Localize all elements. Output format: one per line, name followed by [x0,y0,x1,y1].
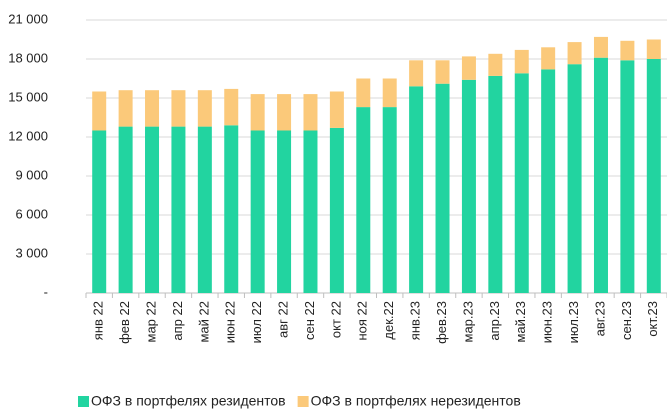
y-tick-label: 18 000 [8,50,48,65]
x-tick-label: май.23 [513,301,528,343]
x-tick-label: янв 22 [91,301,106,340]
bar-segment [303,130,318,293]
bar-segment [488,53,503,76]
x-tick-label: ноя 22 [355,301,370,341]
bar-segment [461,56,476,80]
x-tick-label: июл 22 [249,301,264,343]
bar-segment [382,78,397,108]
legend-swatch [297,396,309,407]
legend-swatch [78,396,89,407]
bar-segment [567,42,582,65]
bar-segment [646,59,661,293]
x-tick-label: апр.23 [487,301,502,341]
bar-segment [620,40,635,61]
bar-segment [620,60,635,293]
bar-segment [171,126,186,293]
x-tick-label: авг.23 [592,301,607,336]
x-tick-label: апр 22 [170,301,185,341]
x-tick-label: июл.23 [566,301,581,343]
bar-segment [145,126,160,293]
bar-segment [224,125,239,293]
x-tick-label: окт 22 [328,301,343,338]
bar-segment [118,126,133,293]
bar-segment [514,49,529,74]
bar-segment [224,88,239,126]
y-tick-label: 9 000 [15,167,48,182]
bar-segment [356,78,371,108]
bar-segment [593,57,608,294]
bar-segment [409,60,424,87]
x-tick-label: мар.23 [460,301,475,342]
legend-label: ОФЗ в портфелях резидентов [91,393,286,409]
x-tick-label: фев 22 [117,301,132,344]
bar-segment [541,47,556,70]
bar-segment [435,60,450,84]
bar-segment [514,73,529,293]
bar-segment [329,127,344,294]
bar-segment [382,107,397,293]
bar-segment [435,83,450,293]
legend-label: ОФЗ в портфелях нерезидентов [311,393,521,409]
bar-segment [92,91,107,131]
x-tick-label: янв.23 [408,301,423,340]
x-tick-label: сен 22 [302,301,317,340]
bar-segment [250,130,265,293]
bar-segment [409,86,424,293]
bar-segment [356,107,371,293]
bar-segment [488,75,503,294]
x-tick-label: мар 22 [143,301,158,342]
y-tick-label: - [44,284,48,299]
bar-segment [277,94,292,131]
y-tick-label: 6 000 [15,206,48,221]
bar-segment [118,90,133,127]
x-tick-label: сен.23 [619,301,634,340]
x-tick-label: май 22 [196,301,211,343]
x-tick-label: дек.22 [381,301,396,340]
x-tick-label: июн 22 [223,301,238,343]
bar-segment [303,94,318,131]
bar-segment [197,90,212,127]
bar-segment [250,94,265,131]
bar-segment [92,130,107,293]
x-tick-label: фев.23 [434,301,449,344]
y-tick-label: 15 000 [8,89,48,104]
x-tick-label: окт.23 [645,301,660,337]
bar-segment [277,130,292,293]
y-tick-label: 12 000 [8,128,48,143]
bar-segment [145,90,160,127]
x-tick-label: июн.23 [540,301,555,343]
y-tick-label: 3 000 [15,245,48,260]
bar-segment [567,64,582,293]
bar-segment [171,90,186,127]
x-tick-label: авг 22 [276,301,291,338]
y-tick-label: 21 000 [8,11,48,26]
bar-segment [541,69,556,294]
bar-segment [197,126,212,293]
bar-segment [593,36,608,58]
bar-segment [461,79,476,293]
bar-segment [646,39,661,59]
bar-segment [329,91,344,128]
